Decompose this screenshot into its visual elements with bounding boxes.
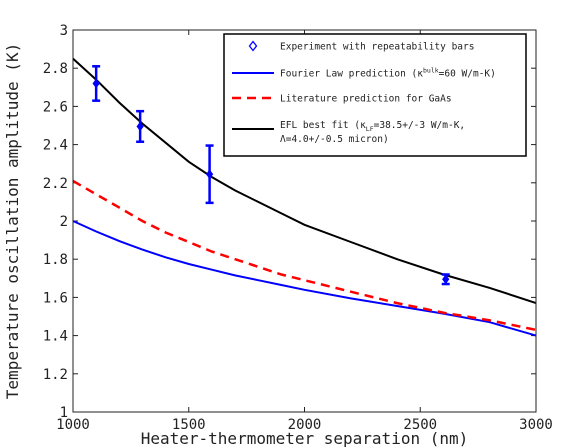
y-tick-label: 1.4 (43, 329, 68, 345)
y-tick-label: 1 (60, 405, 68, 421)
data-point (442, 274, 450, 285)
tick-labels: 1000 1500 2000 2500 3000 1 1.2 1.4 1.6 1.8 2 2.2 2.4… (43, 23, 553, 433)
series-line (72, 57, 537, 305)
y-tick-label: 2.6 (43, 99, 68, 115)
x-tick-label: 1000 (56, 417, 90, 433)
data-point (136, 121, 144, 132)
data-point (205, 169, 214, 180)
y-tick-label: 2.4 (43, 138, 68, 154)
legend: Experiment with repeatability bars Fourie… (223, 33, 527, 157)
series-line (72, 220, 537, 337)
legend-label-experiment: Experiment with repeatability bars (280, 42, 474, 53)
y-tick-label: 1.2 (43, 367, 68, 383)
y-axis-label: Temperature oscillation amplitude (K) (3, 43, 22, 399)
legend-label-efl: EFL best fit (κLF=38.5+/-3 W/m-K, (280, 120, 465, 133)
x-tick-label: 1500 (172, 417, 206, 433)
y-tick-label: 1.6 (43, 290, 68, 306)
series-line (72, 179, 537, 332)
legend-label-fourier: Fourier Law prediction (κbulk=60 W/m-K) (280, 67, 496, 80)
series-layer (72, 57, 537, 337)
legend-box (223, 33, 527, 157)
x-tick-label: 2000 (288, 417, 322, 433)
y-tick-label: 2.8 (43, 61, 68, 77)
x-tick-label: 3000 (519, 417, 553, 433)
x-tick-label: 2500 (403, 417, 437, 433)
legend-label-efl-line2: Λ=4.0+/-0.5 micron) (280, 134, 389, 145)
y-tick-label: 1.8 (43, 252, 68, 268)
plot-frame (72, 29, 537, 413)
data-point (92, 78, 100, 89)
y-tick-label: 2 (60, 214, 68, 230)
legend-label-literature: Literature prediction for GaAs (280, 94, 452, 105)
y-tick-label: 3 (60, 23, 68, 39)
legend-marker-experiment (248, 40, 258, 52)
y-tick-label: 2.2 (43, 176, 68, 192)
x-axis-label: Heater-thermometer separation (nm) (141, 429, 469, 447)
